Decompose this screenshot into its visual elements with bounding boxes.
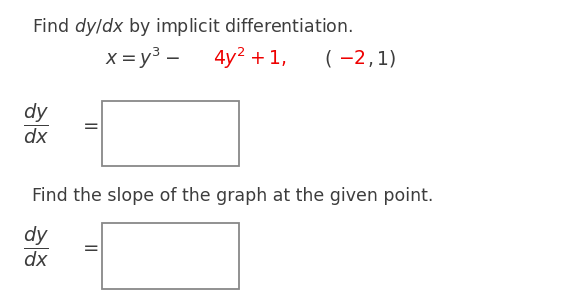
FancyBboxPatch shape <box>102 101 239 166</box>
Text: $($: $($ <box>324 48 332 69</box>
FancyBboxPatch shape <box>102 223 239 289</box>
Text: $-2$: $-2$ <box>338 49 365 68</box>
Text: $4y^2 + 1,$: $4y^2 + 1,$ <box>213 46 287 71</box>
Text: $=$: $=$ <box>79 114 99 134</box>
Text: Find the slope of the graph at the given point.: Find the slope of the graph at the given… <box>32 187 433 205</box>
Text: $x = y^3 - $: $x = y^3 - $ <box>105 46 180 71</box>
Text: Find $dy/dx$ by implicit differentiation.: Find $dy/dx$ by implicit differentiation… <box>32 16 353 38</box>
Text: $, 1)$: $, 1)$ <box>367 48 396 69</box>
Text: $=$: $=$ <box>79 237 99 256</box>
Text: $\dfrac{dy}{dx}$: $\dfrac{dy}{dx}$ <box>23 225 50 269</box>
Text: $\dfrac{dy}{dx}$: $\dfrac{dy}{dx}$ <box>23 102 50 146</box>
